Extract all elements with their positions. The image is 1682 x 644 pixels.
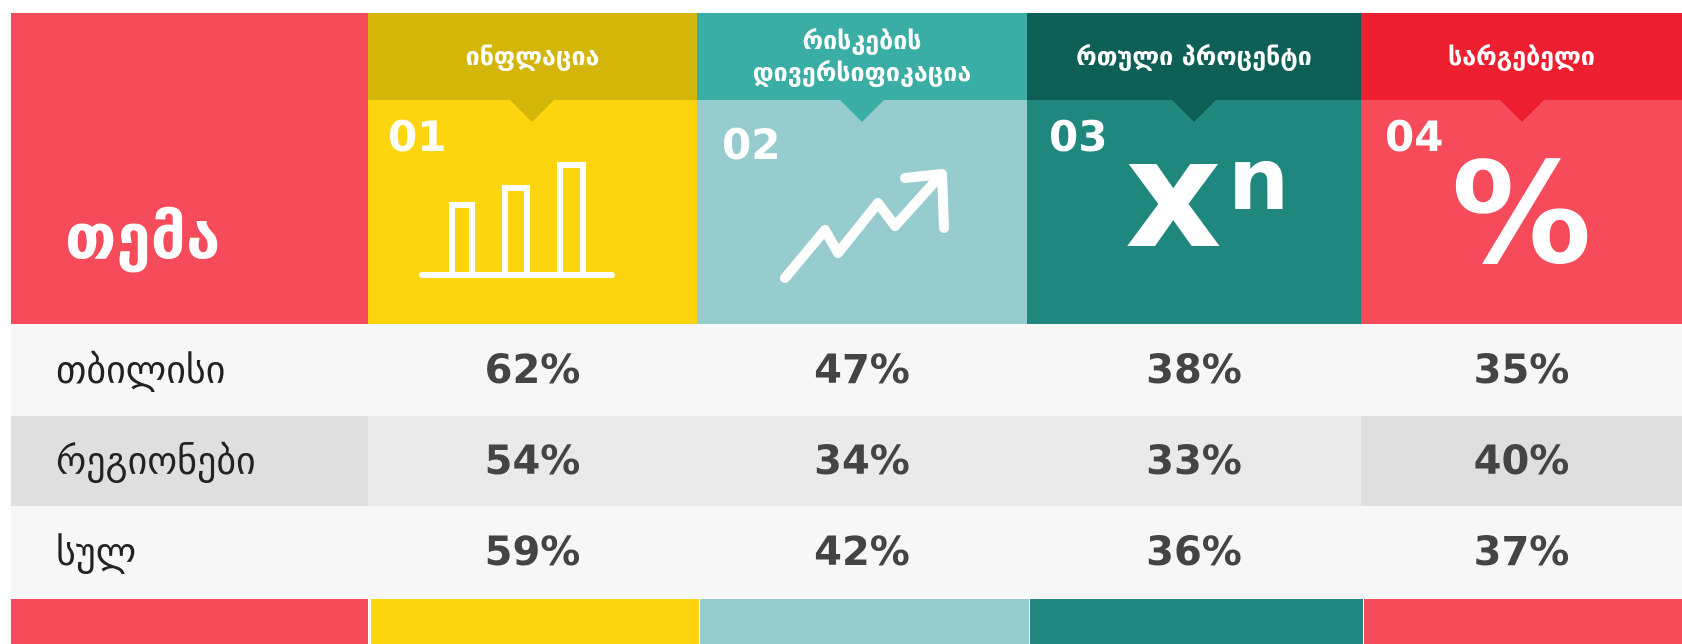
pointer (1172, 100, 1216, 122)
topic-cell (11, 13, 368, 324)
pointer (510, 100, 554, 122)
column-body (697, 100, 1027, 324)
column-number: 03 (1049, 112, 1108, 161)
cell-value: 35% (1361, 324, 1682, 416)
pointer (840, 100, 884, 122)
cell-value: 38% (1027, 324, 1361, 416)
column-body (1027, 100, 1361, 324)
footer-strip (700, 599, 1029, 644)
row-label: თბილისი (11, 324, 368, 416)
power-icon-exponent: n (1228, 130, 1290, 230)
column-body (1361, 100, 1682, 324)
column-header: სარგებელი (1361, 13, 1682, 100)
cell-value: 59% (368, 506, 697, 598)
cell-value: 54% (368, 416, 697, 506)
bar-icon (419, 162, 615, 278)
cell-value: 33% (1027, 416, 1361, 506)
bar-icon-shape (419, 162, 615, 278)
pointer (1500, 100, 1544, 122)
cell-value: 36% (1027, 506, 1361, 598)
trend-icon-shape (780, 169, 949, 283)
trend-icon (780, 169, 949, 283)
column-header: რისკების დივერსიფიკაცია (697, 13, 1027, 100)
cell-value: 47% (697, 324, 1027, 416)
cell-value: 62% (368, 324, 697, 416)
topic-label: თემა (65, 200, 221, 273)
power-icon-base: x (1125, 108, 1222, 282)
footer-strip (11, 599, 368, 644)
cell-value: 37% (1361, 506, 1682, 598)
column-number: 02 (722, 120, 781, 169)
percent-icon: % (1451, 133, 1592, 296)
column-header: რთული პროცენტი (1027, 13, 1361, 100)
cell-value: 42% (697, 506, 1027, 598)
row-label: სულ (11, 506, 368, 598)
footer-strip (1364, 599, 1682, 644)
footer-strip (371, 599, 699, 644)
column-header: ინფლაცია (368, 13, 697, 100)
footer-strip (1030, 599, 1363, 644)
column-body (368, 100, 697, 324)
cell-value: 34% (697, 416, 1027, 506)
cell-value: 40% (1361, 416, 1682, 506)
row-label: რეგიონები (11, 416, 368, 506)
column-number: 01 (388, 112, 447, 161)
column-number: 04 (1385, 112, 1444, 161)
